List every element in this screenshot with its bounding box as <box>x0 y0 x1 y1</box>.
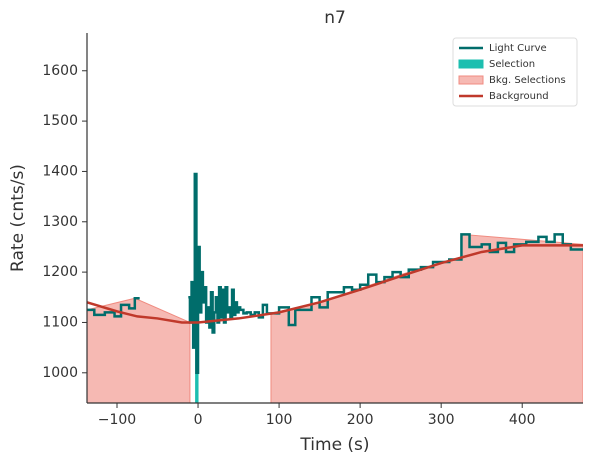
legend-label: Light Curve <box>489 43 547 54</box>
y-tick-label: 1200 <box>42 264 78 280</box>
x-tick-label: 300 <box>428 412 455 428</box>
area <box>87 297 191 403</box>
x-tick-label: 0 <box>194 412 203 428</box>
legend-box <box>452 37 578 107</box>
y-axis-label: Rate (cnts/s) <box>8 164 28 272</box>
y-tick-label: 1300 <box>42 214 78 230</box>
y-tick-label: 1400 <box>42 163 78 179</box>
y-tick-label: 1500 <box>42 113 78 129</box>
plot-area <box>87 172 583 403</box>
chart-title: n7 <box>324 8 346 28</box>
legend-label: Background <box>489 91 549 102</box>
x-tick-label: −100 <box>98 412 136 428</box>
y-tick-label: 1600 <box>42 63 78 79</box>
x-tick-label: 400 <box>509 412 536 428</box>
legend-label: Selection <box>489 59 535 70</box>
line <box>87 244 583 324</box>
x-tick-label: 200 <box>347 412 374 428</box>
x-tick-label: 100 <box>266 412 293 428</box>
x-axis-label: Time (s) <box>299 435 369 455</box>
legend-label: Bkg. Selections <box>489 75 566 86</box>
step-line <box>87 297 140 318</box>
y-tick-label: 1000 <box>42 365 78 381</box>
y-tick-label: 1100 <box>42 314 78 330</box>
area <box>270 233 583 403</box>
legend-swatch <box>458 75 484 85</box>
legend-swatch <box>458 59 484 69</box>
